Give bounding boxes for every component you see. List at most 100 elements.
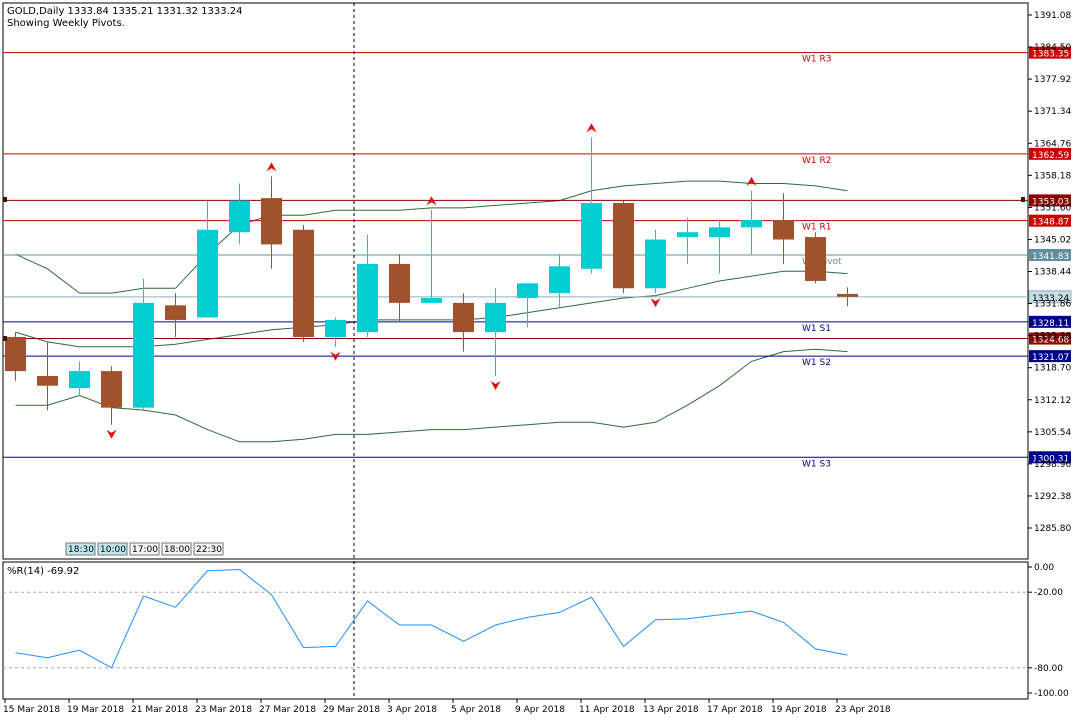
session-button[interactable]	[161, 542, 192, 556]
session-button[interactable]	[97, 542, 128, 556]
time-tick-label: 15 Mar 2018	[3, 705, 60, 715]
price-tick-label: 1345.02	[1034, 235, 1071, 245]
fractal-down-marker	[106, 429, 117, 439]
time-tick-label: 19 Mar 2018	[67, 705, 124, 715]
session-button[interactable]	[193, 542, 224, 556]
pivot-price-tag	[1029, 214, 1071, 227]
candle-body	[165, 305, 186, 320]
price-tick-label: 1371.34	[1034, 107, 1071, 117]
wpr-tick-label: -20.00	[1034, 588, 1063, 598]
price-tick-label: 1292.38	[1034, 492, 1071, 502]
level-price-tag-label: 1324.68	[1032, 336, 1069, 346]
candle-body	[69, 371, 90, 389]
candle-body	[5, 336, 26, 372]
candle-body	[741, 220, 762, 228]
session-button[interactable]	[129, 542, 160, 556]
time-tick-label: 11 Apr 2018	[579, 705, 635, 715]
pivot-price-tag	[1029, 315, 1071, 328]
left-handle-lower[interactable]	[3, 336, 7, 341]
candle-body	[357, 263, 378, 333]
price-tick-label: 1312.12	[1034, 396, 1071, 406]
candle-body	[37, 375, 58, 386]
current-price-label: 1333.24	[1032, 294, 1069, 304]
price-tick-label: 1358.18	[1034, 171, 1071, 181]
price-tick-label: 1338.44	[1034, 268, 1071, 278]
candle-body	[101, 371, 122, 408]
current-price-tag	[1028, 290, 1072, 304]
time-tick-label: 29 Mar 2018	[323, 705, 380, 715]
session-buttons: 18:30 10:00 17:00 18:00 22:30	[65, 542, 224, 556]
time-tick-label: 21 Mar 2018	[131, 705, 188, 715]
level-price-tag	[1029, 332, 1071, 345]
candle-body	[453, 302, 474, 333]
price-tick-label: 1318.70	[1034, 364, 1071, 374]
candle-body	[517, 283, 538, 299]
session-button-label: 10:00	[100, 545, 126, 555]
candle-body	[837, 293, 858, 297]
time-tick-label: 13 Apr 2018	[643, 705, 699, 715]
time-tick-label: 23 Mar 2018	[195, 705, 252, 715]
pivot-price-tag	[1029, 248, 1071, 261]
pivot-price-tag	[1029, 46, 1071, 59]
fractal-down-marker	[650, 298, 661, 308]
candle-body	[581, 202, 602, 269]
right-handle-upper[interactable]	[1021, 197, 1025, 202]
session-button-label: 17:00	[132, 545, 158, 555]
pivot-price-tag	[1029, 350, 1071, 363]
candle-body	[389, 263, 410, 303]
pivot-price-tag-label: 1383.35	[1032, 50, 1069, 60]
level-price-tag	[1029, 194, 1071, 207]
session-button[interactable]	[65, 542, 96, 556]
time-tick-label: 23 Apr 2018	[835, 705, 891, 715]
pivot-label: W1 S2	[802, 358, 831, 368]
time-tick-label: 3 Apr 2018	[387, 705, 437, 715]
price-axis: 1391.08 1384.50 1377.92 1371.34 1364.76 1358.…	[1028, 11, 1071, 534]
price-tick-label: 1285.80	[1034, 524, 1071, 534]
wpr-tick-label: 0.00	[1034, 563, 1054, 573]
fractal-up-marker	[746, 176, 757, 186]
bollinger-bands	[15, 180, 848, 443]
candle-body	[229, 200, 250, 233]
wpr-line	[15, 568, 848, 669]
fractal-up-marker	[586, 123, 597, 133]
session-button-label: 18:00	[164, 545, 190, 555]
williams-r-panel	[2, 561, 1029, 700]
symbol-line: GOLD,Daily 1333.84 1335.21 1331.32 1333.…	[7, 6, 243, 17]
candle-body	[805, 237, 826, 281]
pivot-label: W1 R2	[802, 156, 831, 166]
wpr-tick-label: -80.00	[1034, 664, 1063, 674]
time-tick-label: 19 Apr 2018	[771, 705, 827, 715]
candle-body	[709, 227, 730, 238]
price-panel	[2, 2, 1029, 560]
candle-body	[421, 298, 442, 303]
pivot-label: W1 S1	[802, 324, 831, 334]
candle-body	[293, 229, 314, 337]
price-tick-label: 1391.08	[1034, 11, 1071, 21]
time-tick-label: 5 Apr 2018	[451, 705, 501, 715]
williams-r-axis: 0.00 -20.00 -80.00 -100.00	[3, 563, 1069, 699]
pivot-price-tag	[1029, 451, 1071, 464]
candle-body	[677, 232, 698, 238]
price-tick-label: 1351.60	[1034, 203, 1071, 213]
candle-body	[645, 239, 666, 289]
price-tick-label: 1331.86	[1034, 300, 1071, 310]
fractal-markers	[106, 123, 757, 439]
left-handle-upper[interactable]	[3, 197, 7, 202]
candle-body	[549, 266, 570, 294]
williams-r-title: %R(14) -69.92	[7, 566, 79, 577]
candle-body	[261, 198, 282, 245]
pivot-price-tag-label: 1321.07	[1032, 353, 1069, 363]
session-button-label: 22:30	[196, 545, 222, 555]
fractal-down-marker	[490, 380, 501, 390]
band-upper-line	[15, 180, 848, 294]
band-middle-line	[15, 270, 848, 348]
level-price-tag-label: 1353.03	[1032, 197, 1069, 207]
time-tick-label: 27 Mar 2018	[259, 705, 316, 715]
price-tick-label: 1298.96	[1034, 460, 1071, 470]
candlesticks	[5, 137, 858, 425]
time-axis: 15 Mar 2018 19 Mar 2018 21 Mar 2018 23 Mar …	[3, 699, 891, 715]
price-tick-label: 1305.54	[1034, 428, 1071, 438]
fractal-up-marker	[266, 162, 277, 172]
